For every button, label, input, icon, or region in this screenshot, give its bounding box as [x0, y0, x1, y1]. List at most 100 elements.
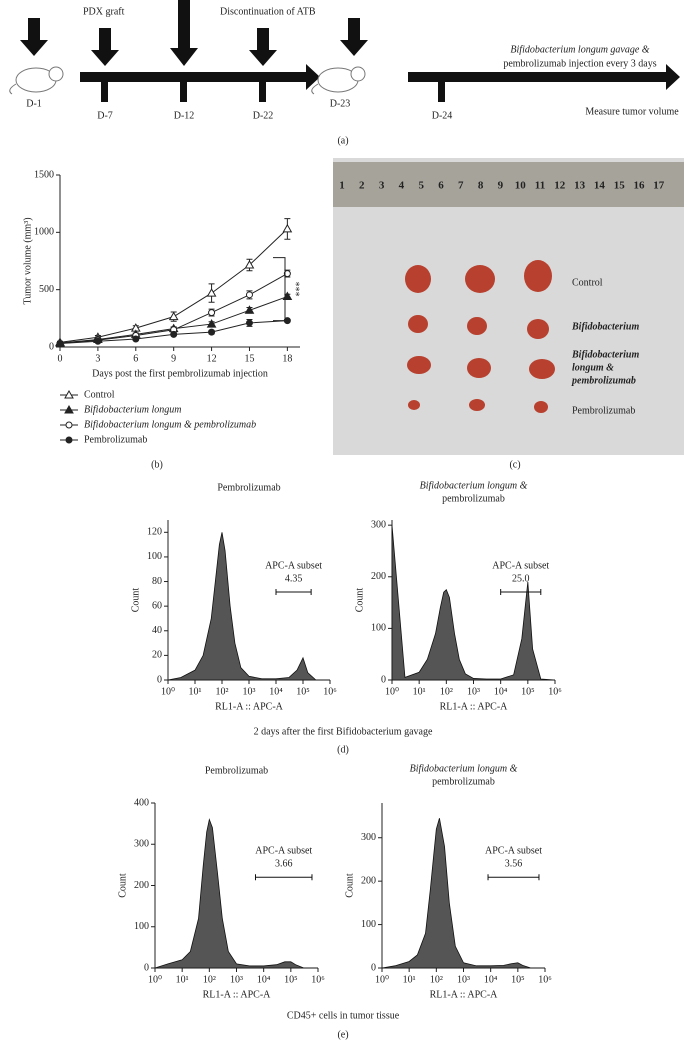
y-tick-label: 0 — [381, 674, 386, 685]
ruler-number: 8 — [478, 180, 484, 192]
x-tick-label: 18 — [282, 353, 292, 364]
chart-title: pembrolizumab — [432, 776, 495, 787]
y-axis-label: Count — [354, 588, 365, 613]
marker — [208, 309, 216, 317]
y-tick-label: 400 — [134, 797, 149, 808]
x-tick-label: 10⁰ — [161, 686, 175, 697]
y-tick-label: 200 — [371, 571, 386, 582]
ruler-number: 16 — [634, 180, 646, 192]
photo — [333, 158, 684, 455]
x-tick-label: 10³ — [457, 974, 470, 985]
marker — [170, 330, 178, 338]
annotation: PDX graft — [83, 6, 125, 17]
marker — [132, 335, 140, 343]
y-tick-label: 80 — [152, 576, 162, 587]
photo-label: Bifidobacterium — [571, 321, 639, 332]
ruler-number: 5 — [418, 180, 424, 192]
annotation: Bifidobacterium longum gavage & — [510, 44, 649, 55]
day-label: D-7 — [97, 110, 113, 121]
x-axis-label: RL1-A :: APC-A — [203, 989, 272, 1000]
marker — [65, 421, 73, 429]
y-tick-label: 200 — [134, 880, 149, 891]
y-tick-label: 1500 — [34, 169, 54, 180]
arrow — [249, 28, 277, 66]
gate-label: APC-A subset — [265, 560, 322, 571]
photo-label: Control — [572, 277, 603, 288]
x-tick-label: 10⁵ — [296, 686, 310, 697]
x-axis-label: RL1-A :: APC-A — [440, 701, 509, 712]
x-tick-label: 10⁰ — [385, 686, 399, 697]
y-tick-label: 200 — [361, 875, 376, 886]
gate — [487, 874, 540, 881]
arrow — [20, 18, 48, 56]
ruler-number: 7 — [458, 180, 464, 192]
photo-label: pembrolizumab — [571, 375, 636, 386]
ruler-number: 12 — [554, 180, 566, 192]
ruler-number: 4 — [399, 180, 405, 192]
y-axis-label: Count — [344, 873, 355, 898]
timeline-arrow — [80, 64, 320, 90]
x-tick-label: 10⁵ — [521, 686, 535, 697]
mouse-icon — [9, 66, 366, 95]
marker — [64, 389, 74, 399]
x-tick-label: 10⁵ — [511, 974, 525, 985]
marker — [245, 319, 253, 327]
ruler-number: 6 — [438, 180, 444, 192]
x-tick-label: 10⁶ — [538, 974, 552, 985]
y-tick-label: 0 — [144, 962, 149, 973]
ruler-number: 14 — [594, 180, 606, 192]
chart-title: Bifidobacterium longum & — [420, 480, 528, 491]
x-tick-label: 6 — [133, 353, 138, 364]
gate-label: APC-A subset — [485, 846, 542, 857]
y-tick-label: 100 — [361, 919, 376, 930]
photo-background — [333, 158, 684, 455]
x-tick-label: 10³ — [467, 686, 480, 697]
tick — [180, 82, 187, 102]
marker — [282, 223, 293, 233]
gate — [500, 589, 542, 595]
ruler-number: 3 — [379, 180, 385, 192]
caption: CD45+ cells in tumor tissue — [287, 1010, 400, 1021]
y-tick-label: 100 — [147, 551, 162, 562]
x-axis-label: Days post the first pembrolizumab inject… — [92, 368, 268, 379]
x-tick-label: 9 — [171, 353, 176, 364]
ruler-number: 11 — [535, 180, 545, 192]
legend-label: Bifidobacterium longum — [84, 404, 182, 415]
y-tick-label: 500 — [39, 284, 54, 295]
tick — [101, 82, 108, 102]
marker — [64, 404, 74, 414]
day-label: D-23 — [330, 98, 351, 109]
x-tick-label: 10² — [440, 686, 453, 697]
y-axis-label: Count — [130, 588, 141, 613]
marker — [94, 337, 102, 345]
x-tick-label: 10⁶ — [311, 974, 325, 985]
x-axis-label: RL1-A :: APC-A — [430, 989, 499, 1000]
chart-title: Pembrolizumab — [205, 765, 268, 776]
photo-label: Bifidobacterium — [571, 349, 639, 360]
y-tick-label: 40 — [152, 625, 162, 636]
x-tick-label: 10¹ — [403, 974, 416, 985]
timeline-arrow — [408, 64, 680, 90]
gate-value: 3.66 — [275, 859, 293, 870]
x-tick-label: 10⁰ — [148, 974, 162, 985]
gate-label: APC-A subset — [255, 846, 312, 857]
bracket — [273, 257, 286, 322]
gate — [275, 589, 312, 595]
marker — [244, 260, 255, 269]
gate-label: APC-A subset — [492, 560, 549, 571]
day-label: D-1 — [26, 98, 42, 109]
x-tick-label: 10³ — [230, 974, 243, 985]
y-axis-label: Tumor volume (mm³) — [22, 217, 33, 304]
x-tick-label: 10² — [203, 974, 216, 985]
y-tick-label: 0 — [157, 674, 162, 685]
x-tick-label: 10⁵ — [284, 974, 298, 985]
x-tick-label: 3 — [95, 353, 100, 364]
x-tick-label: 10³ — [243, 686, 256, 697]
ruler-number: 17 — [653, 180, 665, 192]
day-label: D-12 — [174, 110, 195, 121]
histogram — [167, 532, 330, 681]
arrow — [170, 0, 198, 66]
day-label: D-24 — [432, 110, 453, 121]
gate-value: 3.56 — [505, 859, 523, 870]
y-tick-label: 300 — [134, 839, 149, 850]
